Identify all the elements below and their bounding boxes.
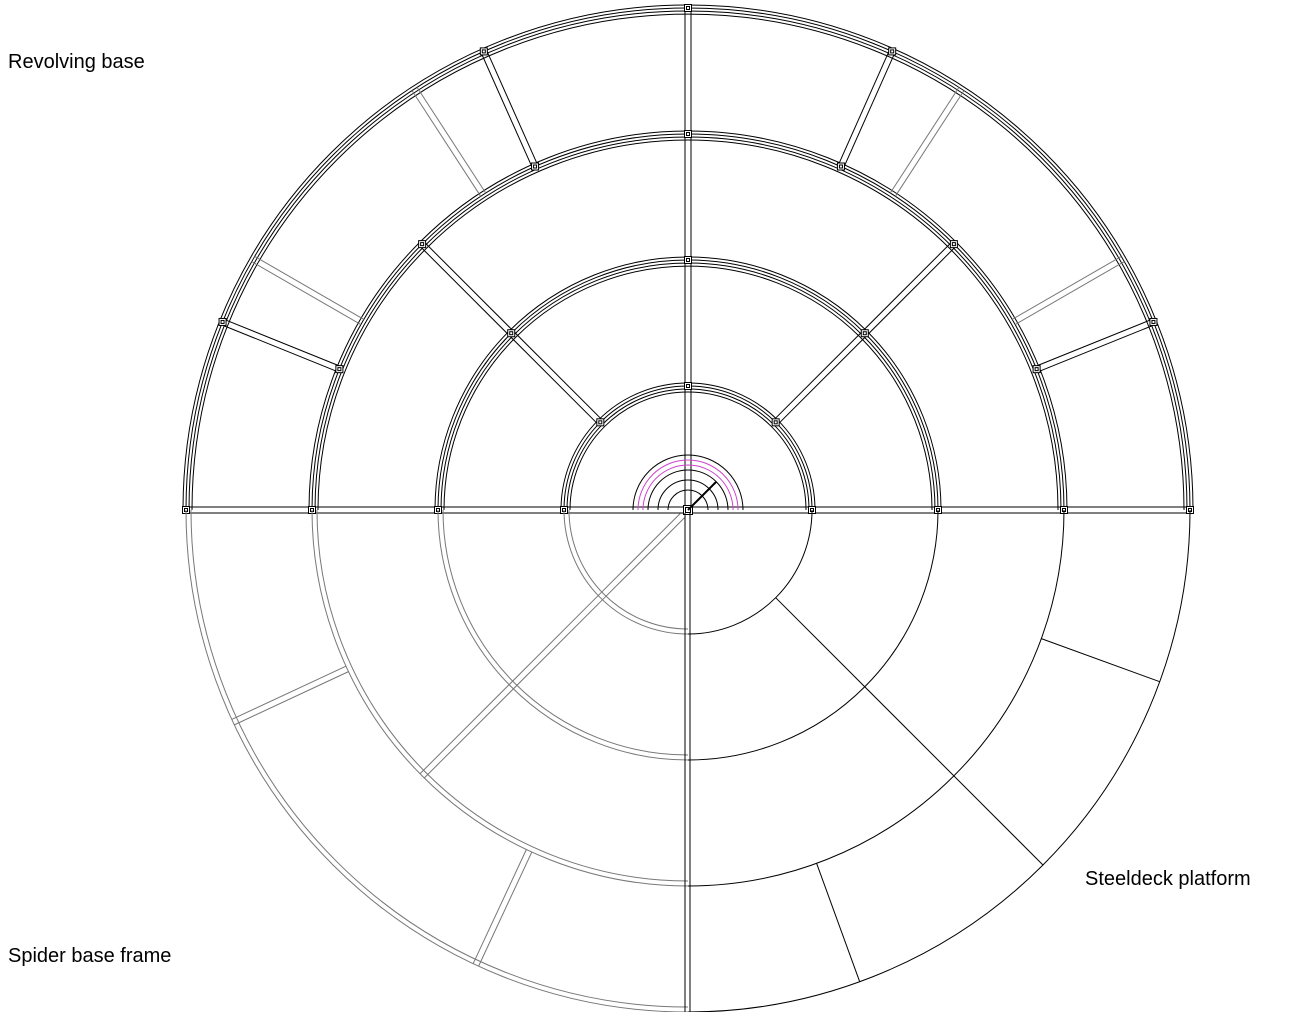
outer-light-beam-57: [889, 87, 960, 194]
outer-light-beam-150: [251, 261, 362, 326]
outer-beam-114: [480, 52, 533, 168]
hub-ring-magenta: [642, 464, 734, 511]
outer-node-inner: [481, 49, 486, 54]
outer-node: [531, 162, 540, 171]
outer-node: [218, 317, 227, 326]
outer-node: [836, 162, 845, 171]
steeldeck-outer-divider-290: [816, 863, 861, 982]
spider-outer-beam-205: [231, 665, 347, 720]
diagonal-node: [418, 240, 427, 249]
spider-ring-2: [442, 509, 689, 756]
outer-node-inner: [1151, 319, 1156, 324]
spider-ring-4: [190, 509, 689, 1008]
outer-node: [1032, 365, 1041, 374]
hub-ring: [667, 489, 709, 511]
diagonal-node: [771, 418, 780, 427]
spider-outer-beam-245: [472, 849, 527, 964]
hub-ring: [632, 454, 744, 511]
outer-node-inner: [1034, 367, 1039, 372]
outer-beam-22: [1035, 318, 1153, 367]
outer-node: [1149, 317, 1158, 326]
spider-diagonal: [423, 599, 603, 779]
steeldeck-outer-divider-340: [1041, 638, 1160, 683]
outer-node-inner: [220, 319, 225, 324]
outer-node-inner: [890, 49, 895, 54]
outer-node-inner: [838, 164, 843, 169]
diagonal-node: [596, 418, 605, 427]
revolving-ring-3: [311, 133, 1065, 511]
diagonal-node-inner: [598, 420, 603, 425]
spider-outer-beam-205: [234, 671, 349, 726]
outer-beam-114: [486, 49, 539, 166]
revolving-ring-1: [563, 385, 813, 511]
outer-node: [479, 47, 488, 56]
revolving-ring-1: [569, 391, 807, 511]
spider-ring-1: [568, 509, 689, 630]
spider-base-frame-label: Spider base frame: [8, 945, 172, 967]
steeldeck-diagonal: [775, 597, 1044, 866]
diagonal-node-inner: [862, 331, 867, 336]
diagonal-node: [860, 329, 869, 338]
spider-outer-beam-245: [478, 851, 533, 967]
outer-beam-66: [843, 52, 896, 168]
hub-ring: [657, 479, 719, 511]
outer-light-beam-123: [416, 87, 487, 194]
outer-light-beam-150: [254, 255, 365, 320]
diagonal-node-inner: [773, 420, 778, 425]
outer-beam-158: [223, 318, 341, 367]
beam-node: [684, 382, 692, 390]
revolving-ring-3: [314, 136, 1062, 511]
revolving-ring-1: [560, 382, 816, 511]
outer-light-beam-30: [1011, 255, 1122, 320]
hub-pointer: [687, 481, 717, 511]
beam-node: [684, 4, 692, 12]
hub-ring-magenta: [637, 459, 739, 511]
outer-light-beam-30: [1014, 261, 1125, 326]
beam-node-inner: [686, 132, 690, 136]
outer-beam-158: [221, 324, 339, 373]
diagonal-node: [507, 329, 516, 338]
revolving-ring-4: [191, 13, 1185, 511]
spider-diagonal: [419, 595, 599, 775]
revolving-ring-3: [317, 139, 1059, 511]
beam-node-inner: [686, 384, 690, 388]
outer-node: [888, 47, 897, 56]
spider-ring-3: [316, 509, 689, 882]
outer-light-beam-57: [894, 90, 965, 197]
beam-node: [684, 130, 692, 138]
center-node-inner: [685, 507, 691, 513]
spider-ring-1: [563, 509, 689, 635]
outer-node-inner: [533, 164, 538, 169]
revolving-base-label: Revolving base: [8, 51, 145, 73]
outer-light-beam-123: [411, 90, 482, 197]
steeldeck-platform-label: Steeldeck platform: [1085, 868, 1251, 890]
hub-ring: [647, 469, 729, 511]
spider-hub-diagonal: [597, 513, 681, 596]
beam-node-inner: [686, 6, 690, 10]
revolving-ring-3: [308, 130, 1068, 511]
outer-node-inner: [337, 367, 342, 372]
outer-node: [335, 365, 344, 374]
steeldeck-ring-1: [687, 509, 813, 635]
spider-ring-2: [437, 509, 689, 761]
outer-beam-22: [1037, 324, 1155, 373]
revolving-ring-2: [443, 265, 933, 511]
beam-node: [684, 256, 692, 264]
outer-beam-66: [837, 49, 890, 166]
diagonal-node-inner: [420, 242, 425, 247]
beam-node-inner: [686, 258, 690, 262]
diagonal-node-inner: [951, 242, 956, 247]
diagonal-node: [949, 240, 958, 249]
revolving-ring-1: [566, 388, 810, 511]
spider-ring-3: [311, 509, 689, 887]
spider-ring-4: [185, 509, 689, 1012]
spider-hub-diagonal: [602, 517, 685, 601]
diagonal-node-inner: [509, 331, 514, 336]
